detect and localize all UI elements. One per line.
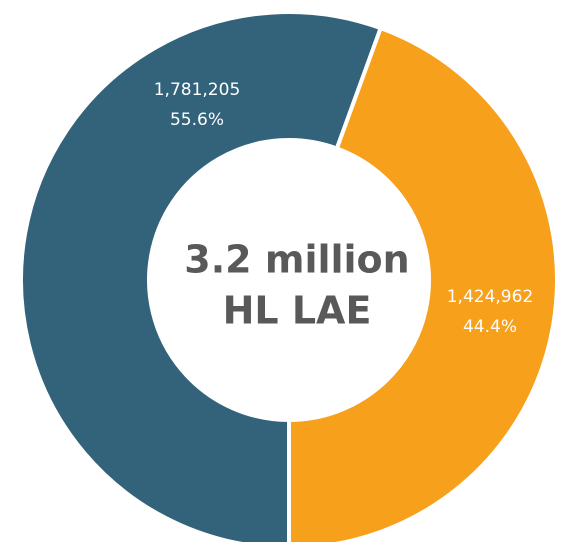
center-label: 3.2 million: [184, 238, 409, 282]
slices: [19, 10, 559, 542]
center-label: HL LAE: [223, 289, 372, 333]
value-label: 1,424,962: [446, 287, 534, 307]
percent-label: 55.6%: [169, 110, 224, 130]
value-label: 1,781,205: [153, 80, 241, 100]
slice-label: 1,781,205 55.6%: [154, 75, 241, 135]
donut-slice: [19, 10, 384, 542]
donut-slice: [287, 25, 559, 542]
percent-label: 44.4%: [462, 317, 517, 337]
slice-label: 1,424,962 44.4%: [444, 282, 536, 342]
